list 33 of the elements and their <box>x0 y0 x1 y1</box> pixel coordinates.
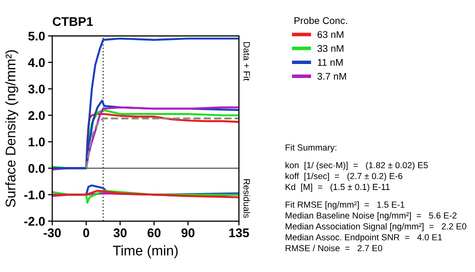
y-tick-label: 4.0 <box>28 58 45 68</box>
legend-label: 11 nM <box>318 59 343 66</box>
x-tick-label: 90 <box>181 228 194 238</box>
text: Median Assoc. Endpoint SNR = 4.0 E1 <box>286 234 442 242</box>
y-tick-label: 5.0 <box>28 32 45 41</box>
y-tick-label: 1.0 <box>28 138 45 146</box>
text: kon [1/ (sec·M)] = (1.82 ± 0.02) E5 <box>286 162 428 170</box>
text: Kd [M] = (1.5 ± 0.1) E-11 <box>286 184 390 192</box>
y-tick-label: -2.0 <box>24 216 45 226</box>
legend-label: 3.7 nM <box>317 72 346 80</box>
y-tick-label: 3.0 <box>28 84 45 94</box>
x-axis-title: Time (min) <box>112 245 178 258</box>
x-tick-label: 30 <box>113 228 127 238</box>
y-axis-title: Surface Density (ng/mm²) <box>5 50 18 207</box>
legend-title: Probe Conc. <box>294 16 347 24</box>
y-tick-label: 0.0 <box>28 164 45 173</box>
x-tick-label: 0 <box>83 228 90 238</box>
legend-label: 63 nM <box>318 31 344 38</box>
text: koff [1/sec] = (2.7 ± 0.2) E-6 <box>286 172 402 181</box>
y-tick-label: 2.0 <box>28 111 45 120</box>
text: Median Baseline Noise [ng/mm²] = 5.6 E-2 <box>286 212 456 220</box>
legend-label: 33 nM <box>317 45 344 52</box>
text: RMSE / Noise = 2.7 E0 <box>286 244 382 252</box>
chart-title: CTBP1 <box>52 17 93 26</box>
x-tick-label: -30 <box>44 228 61 238</box>
text: Residuals <box>244 179 250 218</box>
x-tick-label: 60 <box>148 228 161 238</box>
text: Data + Fit <box>244 42 250 81</box>
text: Fit RMSE [ng/mm²] = 1.5 E-1 <box>286 201 404 210</box>
text: Fit Summary: <box>286 144 336 152</box>
text: Median Association Signal [ng/mm²] = 2.2 E0 <box>286 223 466 232</box>
x-tick-label: 135 <box>229 228 250 238</box>
y-tick-label: -1.0 <box>24 190 45 200</box>
